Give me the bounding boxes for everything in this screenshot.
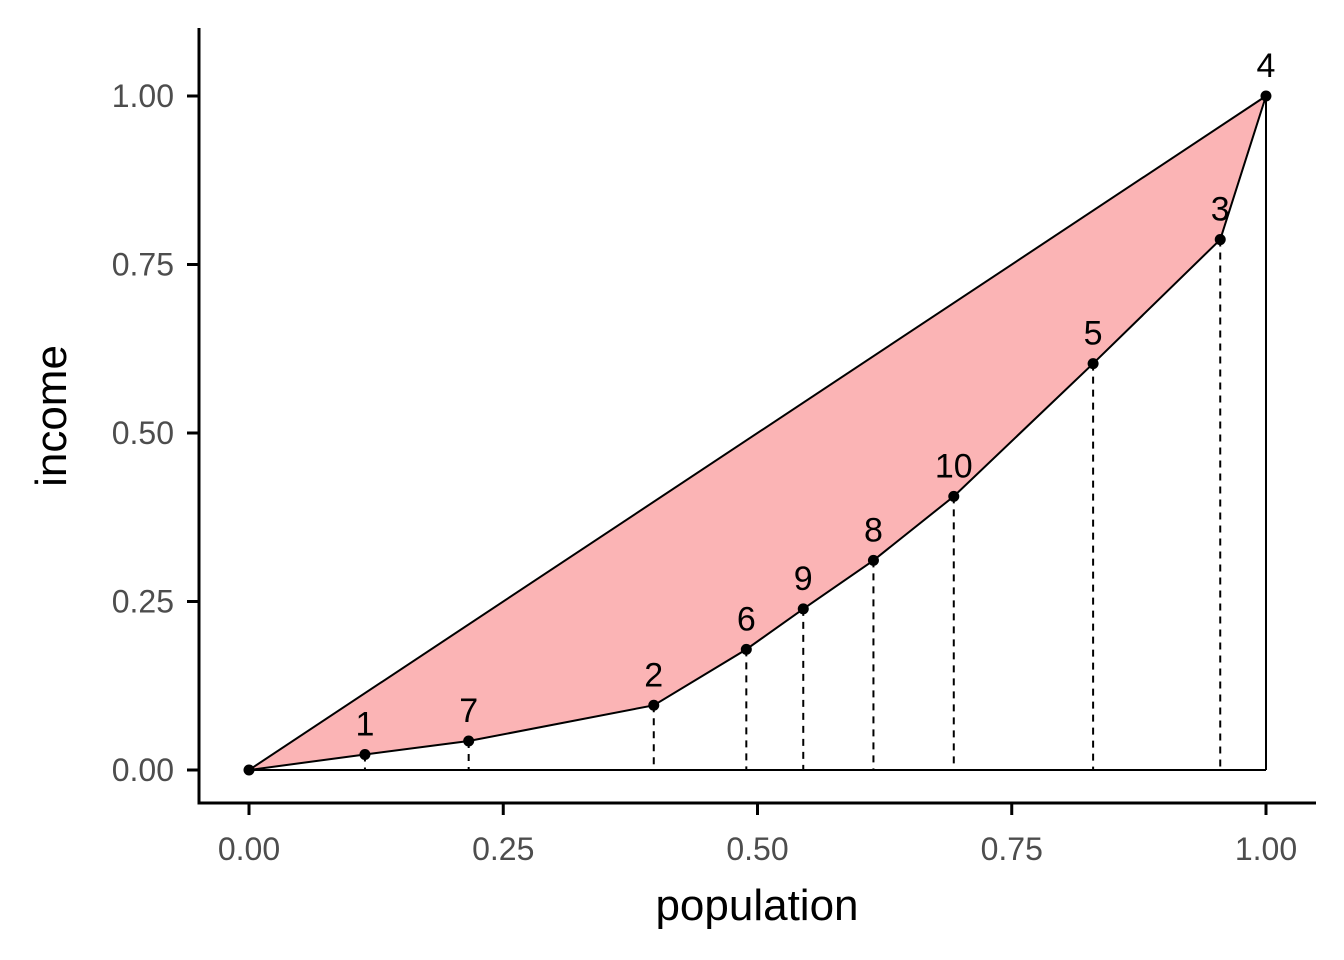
point-label-5: 5 bbox=[1084, 315, 1103, 353]
point-7 bbox=[463, 735, 475, 747]
equality-line bbox=[248, 95, 1267, 771]
point-label-3: 3 bbox=[1211, 191, 1230, 229]
y-tick-label-4: 1.00 bbox=[112, 78, 174, 114]
x-axis-title: population bbox=[655, 881, 858, 930]
y-tick-label-0: 0.00 bbox=[112, 752, 174, 788]
point-label-8: 8 bbox=[864, 511, 883, 549]
point-1 bbox=[359, 748, 371, 760]
point-label-7: 7 bbox=[459, 692, 478, 730]
point-10 bbox=[948, 490, 960, 502]
lorenz-curve bbox=[248, 95, 1267, 771]
point-9 bbox=[797, 603, 809, 615]
x-tick-label-0: 0.00 bbox=[218, 831, 280, 867]
point-label-4: 4 bbox=[1257, 47, 1276, 85]
point-2 bbox=[648, 699, 660, 711]
x-tick-label-3: 0.75 bbox=[981, 831, 1043, 867]
point-3 bbox=[1214, 234, 1226, 246]
point-label-6: 6 bbox=[737, 600, 756, 638]
y-tick-label-2: 0.50 bbox=[112, 415, 174, 451]
point-label-2: 2 bbox=[644, 656, 663, 694]
y-tick-label-1: 0.25 bbox=[112, 584, 174, 620]
point-4 bbox=[1260, 90, 1272, 102]
point-label-9: 9 bbox=[794, 560, 813, 598]
x-tick-label-2: 0.50 bbox=[726, 831, 788, 867]
axes: 0.00 0.25 0.50 0.75 1.00 0.00 0.25 0.50 0.75 1.00 bbox=[112, 28, 1316, 867]
data-points bbox=[243, 90, 1272, 776]
drop-lines bbox=[363, 239, 1222, 770]
point-label-10: 10 bbox=[935, 447, 973, 485]
x-tick-label-4: 1.00 bbox=[1235, 831, 1297, 867]
point-6 bbox=[740, 643, 752, 655]
point-5 bbox=[1087, 358, 1099, 370]
y-axis-title: income bbox=[27, 345, 76, 487]
x-tick-label-1: 0.25 bbox=[472, 831, 534, 867]
point-8 bbox=[867, 554, 879, 566]
y-tick-label-3: 0.75 bbox=[112, 247, 174, 283]
origin-point bbox=[243, 764, 255, 776]
point-label-1: 1 bbox=[355, 705, 374, 743]
point-labels: 1 7 2 69 8 10 5 3 4 bbox=[355, 47, 1275, 743]
